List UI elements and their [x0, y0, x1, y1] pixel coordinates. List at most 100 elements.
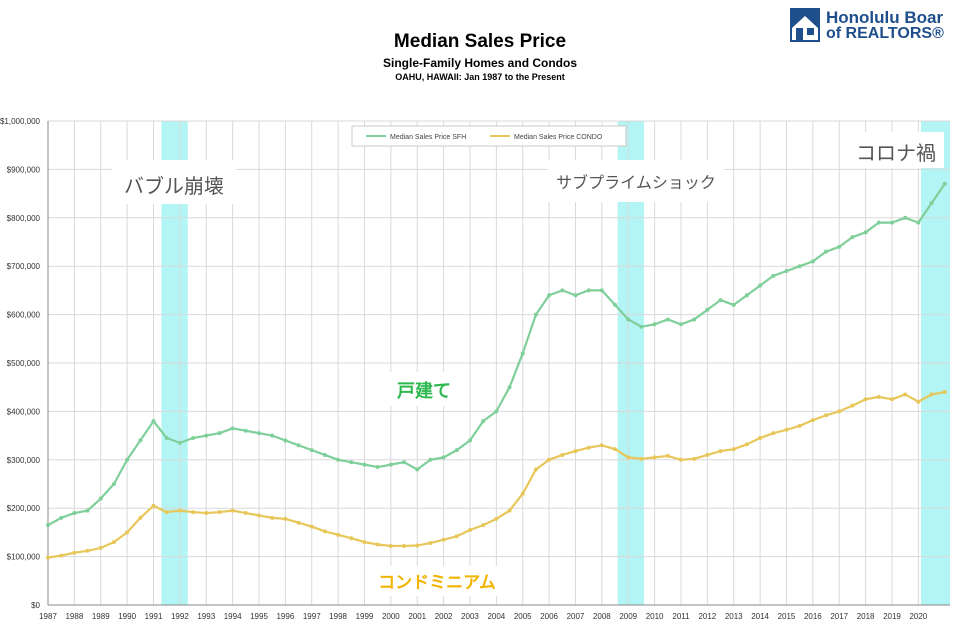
data-point — [520, 351, 525, 356]
data-point — [428, 457, 433, 462]
data-point — [191, 510, 196, 515]
data-point — [177, 508, 182, 513]
data-point — [837, 244, 842, 249]
data-point — [784, 427, 789, 432]
data-point — [270, 433, 275, 438]
data-point — [204, 511, 209, 516]
data-point — [151, 419, 156, 424]
data-point — [138, 515, 143, 520]
x-tick-label: 2004 — [487, 612, 505, 621]
x-tick-label: 1990 — [118, 612, 136, 621]
x-tick-label: 2000 — [382, 612, 400, 621]
data-point — [494, 516, 499, 521]
data-point — [626, 455, 631, 460]
data-point — [586, 288, 591, 293]
data-point — [467, 527, 472, 532]
data-point — [177, 440, 182, 445]
data-point — [889, 220, 894, 225]
data-point — [560, 452, 565, 457]
logo-line1: Honolulu Boar — [826, 8, 944, 27]
data-point — [771, 431, 776, 436]
annotation-condo: コンドミニアム — [366, 566, 508, 596]
data-point — [613, 447, 618, 452]
y-tick-label: $400,000 — [7, 407, 41, 416]
data-point — [573, 449, 578, 454]
data-point — [678, 322, 683, 327]
data-point — [942, 181, 947, 186]
data-point — [613, 302, 618, 307]
data-point — [296, 443, 301, 448]
annotation-condo-label: コンドミニアム — [378, 573, 496, 593]
data-point — [98, 545, 103, 550]
data-point — [863, 230, 868, 235]
data-point — [520, 491, 525, 496]
data-point — [903, 392, 908, 397]
data-point — [507, 508, 512, 513]
data-point — [283, 516, 288, 521]
data-point — [415, 543, 420, 548]
data-point — [626, 317, 631, 322]
annotation-subprime-label: サブプライムショック — [556, 173, 716, 192]
y-tick-label: $500,000 — [7, 359, 41, 368]
data-point — [929, 201, 934, 206]
data-point — [191, 436, 196, 441]
chart-subtitle-region: OAHU, HAWAII: Jan 1987 to the Present — [395, 72, 565, 82]
data-point — [560, 288, 565, 293]
data-point — [810, 259, 815, 264]
x-tick-label: 2019 — [883, 612, 901, 621]
x-tick-label: 2013 — [725, 612, 743, 621]
data-point — [72, 550, 77, 555]
data-point — [296, 520, 301, 525]
data-point — [705, 307, 710, 312]
annotation-subprime: サブプライムショック — [548, 160, 724, 202]
y-tick-label: $600,000 — [7, 311, 41, 320]
data-point — [454, 448, 459, 453]
x-tick-label: 1998 — [329, 612, 347, 621]
y-axis-ticks: $0 $100,000 $200,000 $300,000 $400,000 $500,0… — [0, 117, 41, 610]
x-tick-label: 2017 — [830, 612, 848, 621]
data-point — [547, 293, 552, 298]
data-point — [481, 419, 486, 424]
data-point — [863, 397, 868, 402]
data-point — [46, 555, 50, 560]
x-tick-label: 2014 — [751, 612, 769, 621]
data-point — [256, 513, 261, 518]
data-point — [850, 235, 855, 240]
data-point — [59, 515, 64, 520]
y-tick-label: $200,000 — [7, 504, 41, 513]
data-point — [639, 456, 644, 461]
legend-condo-label: Median Sales Price CONDO — [514, 134, 603, 141]
data-point — [758, 283, 763, 288]
x-tick-label: 2007 — [567, 612, 585, 621]
x-tick-label: 2001 — [408, 612, 426, 621]
x-tick-label: 2009 — [619, 612, 637, 621]
x-tick-label: 1996 — [276, 612, 294, 621]
data-point — [652, 322, 657, 327]
data-point — [283, 438, 288, 443]
data-point — [125, 457, 130, 462]
data-point — [402, 543, 407, 548]
x-tick-label: 1987 — [39, 612, 57, 621]
data-point — [164, 510, 169, 515]
data-point — [507, 385, 512, 390]
x-tick-label: 2018 — [857, 612, 875, 621]
x-tick-label: 2011 — [672, 612, 690, 621]
data-point — [441, 537, 446, 542]
data-point — [731, 302, 736, 307]
chart-series — [46, 181, 947, 560]
y-tick-label: $1,000,000 — [0, 117, 41, 126]
data-point — [322, 529, 327, 534]
house-logo-icon — [790, 8, 820, 42]
data-point — [243, 511, 248, 516]
data-point — [850, 403, 855, 408]
data-point — [837, 409, 842, 414]
y-tick-label: $300,000 — [7, 456, 41, 465]
x-tick-label: 2008 — [593, 612, 611, 621]
y-tick-label: $0 — [31, 601, 40, 610]
annotation-sfh-label: 戸建て — [397, 380, 451, 402]
data-point — [876, 394, 881, 399]
data-point — [402, 460, 407, 465]
x-tick-label: 2005 — [514, 612, 532, 621]
data-point — [810, 418, 815, 423]
data-point — [784, 269, 789, 274]
